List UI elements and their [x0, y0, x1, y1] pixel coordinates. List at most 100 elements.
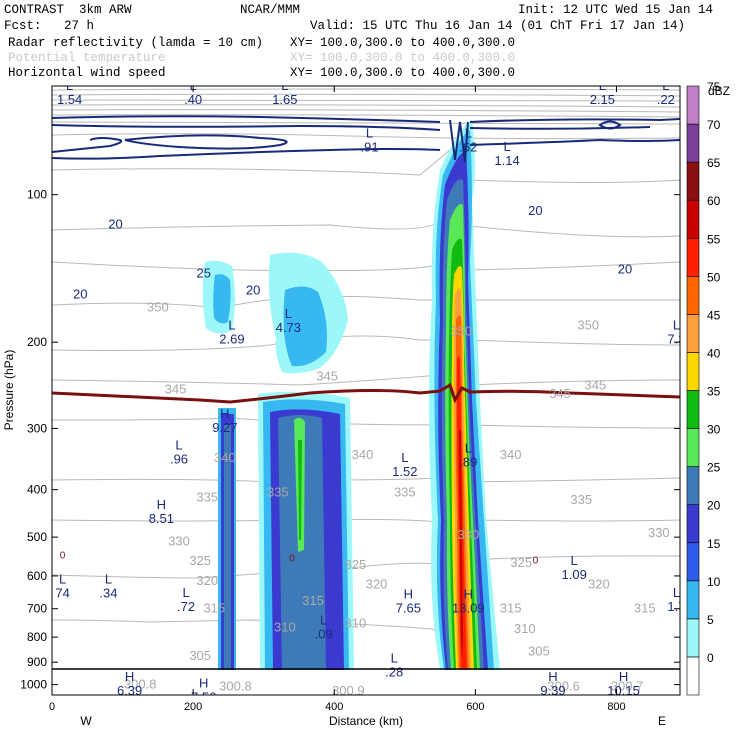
extremum-value: 7.3: [667, 332, 685, 347]
theta-label: 340: [500, 447, 522, 462]
extremum-kind: H: [157, 497, 166, 512]
theta-label: 325: [510, 555, 532, 570]
colorbar-swatch: [686, 542, 700, 582]
extremum-value: .22: [657, 92, 675, 107]
theta-label: 335: [570, 492, 592, 507]
extremum-value: .96: [170, 451, 188, 466]
field-xy-reflectivity: XY= 100.0,300.0 to 400.0,300.0: [290, 36, 516, 50]
extremum-value: 1.65: [272, 92, 297, 107]
extremum-l: L.34: [99, 571, 117, 600]
colorbar-swatch: [686, 123, 700, 163]
west-label: W: [80, 714, 92, 728]
extremum-value: 74: [55, 585, 69, 600]
colorbar-label: 5: [707, 613, 714, 627]
wind-labels: 20 20 25 20 20 20: [73, 203, 632, 302]
extremum-value: .62: [459, 139, 477, 154]
theta-label: 305: [528, 643, 550, 658]
theta-label: 345: [549, 386, 571, 401]
colorbar-label: 50: [707, 270, 721, 284]
extremum-kind: L: [662, 78, 669, 93]
freezing-level-line: [52, 382, 680, 404]
extremum-l: L.91: [360, 125, 378, 154]
theta-label: 315: [500, 601, 522, 616]
colorbar-label: 60: [707, 194, 721, 208]
theta-label: 300.6: [547, 679, 580, 694]
colorbar-swatch: [686, 237, 700, 277]
extremum-value: 6.39: [117, 683, 142, 698]
colorbar-label: 55: [707, 232, 721, 246]
colorbar-swatch: [686, 656, 700, 696]
wind-label: 20: [246, 283, 260, 298]
extremum-value: 13.09: [452, 601, 485, 616]
colorbar-swatch: [686, 580, 700, 620]
freezing-level-labels: 0 0 0: [60, 551, 539, 567]
east-label: E: [658, 714, 666, 728]
extremum-kind: H: [404, 587, 413, 602]
theta-label: 335: [196, 489, 218, 504]
colorbar-swatch: [686, 428, 700, 467]
extremum-kind: H: [125, 669, 134, 684]
theta-label: 350: [147, 300, 169, 315]
extremum-l: L.96: [170, 437, 188, 466]
extremum-kind: L: [599, 78, 606, 93]
colorbar-swatch: [686, 466, 700, 505]
extremum-value: 1.14: [494, 153, 519, 168]
extremum-kind: H: [464, 587, 473, 602]
extremum-value: 9.39: [540, 683, 565, 698]
y-tick-label: 1000: [20, 678, 47, 692]
extremum-value: 1.54: [57, 92, 82, 107]
extremum-l: L.09: [315, 613, 333, 642]
colorbar-swatch: [686, 618, 700, 658]
theta-label: 335: [394, 484, 416, 499]
colorbar-swatch: [686, 504, 700, 544]
extremum-kind: L: [366, 125, 373, 140]
extremum-h: H10.15: [607, 669, 640, 695]
extremum-h: H9.27: [212, 406, 237, 435]
extremum-kind: L: [285, 306, 292, 321]
field-name-reflectivity: Radar reflectivity (lamda = 10 cm): [8, 36, 264, 50]
extremum-kind: L: [465, 441, 472, 456]
extremum-h: H9.39: [540, 669, 565, 698]
theta-label: 300.7: [611, 679, 644, 694]
colorbar-swatch: [686, 199, 700, 239]
extremum-kind: H: [220, 406, 229, 421]
y-tick-label: 900: [27, 655, 47, 669]
extremum-kind: L: [673, 318, 680, 333]
freezing-label: 0: [289, 553, 295, 564]
extremum-h: H6.39: [117, 669, 142, 698]
extremum-value: 8.51: [149, 511, 174, 526]
extremum-l: L1.09: [562, 553, 587, 582]
colorbar-unit: dBZ: [708, 84, 730, 98]
x-tick-label: 200: [184, 701, 202, 713]
extremum-value: .34: [99, 585, 117, 600]
extremum-value: .40: [184, 92, 202, 107]
theta-label: 335: [267, 484, 289, 499]
theta-label: 325: [189, 553, 211, 568]
theta-label: 320: [588, 577, 610, 592]
colorbar-label: 20: [707, 499, 721, 513]
theta-label: 340: [214, 450, 236, 465]
extremum-kind: L: [228, 318, 235, 333]
extremum-kind: H: [548, 669, 557, 684]
extremum-value: 7.56: [191, 690, 216, 705]
extremum-value: .89: [459, 455, 477, 470]
theta-label: 330: [648, 525, 670, 540]
reflectivity-fill: [202, 120, 500, 670]
extremum-value: .28: [385, 665, 403, 680]
refl-tower-55: [459, 430, 463, 660]
extremum-l: L1.65: [272, 86, 297, 107]
center-label: NCAR/MMM: [240, 3, 301, 17]
x-tick-label: 800: [607, 701, 625, 713]
extremum-value: 2.15: [590, 92, 615, 107]
extremum-l: L.40: [184, 86, 202, 107]
colorbar-label: 75: [707, 80, 721, 94]
extremum-l: L4.73: [276, 306, 301, 335]
extremum-value: 1.7: [667, 599, 685, 614]
colorbar-label: 25: [707, 461, 721, 475]
wind-label: 20: [528, 203, 542, 218]
field-xy-theta: XY= 100.0,300.0 to 400.0,300.0: [290, 51, 516, 65]
colorbar-swatch: [686, 85, 700, 125]
colorbar-label: 70: [707, 118, 721, 132]
extremum-value: .72: [177, 599, 195, 614]
